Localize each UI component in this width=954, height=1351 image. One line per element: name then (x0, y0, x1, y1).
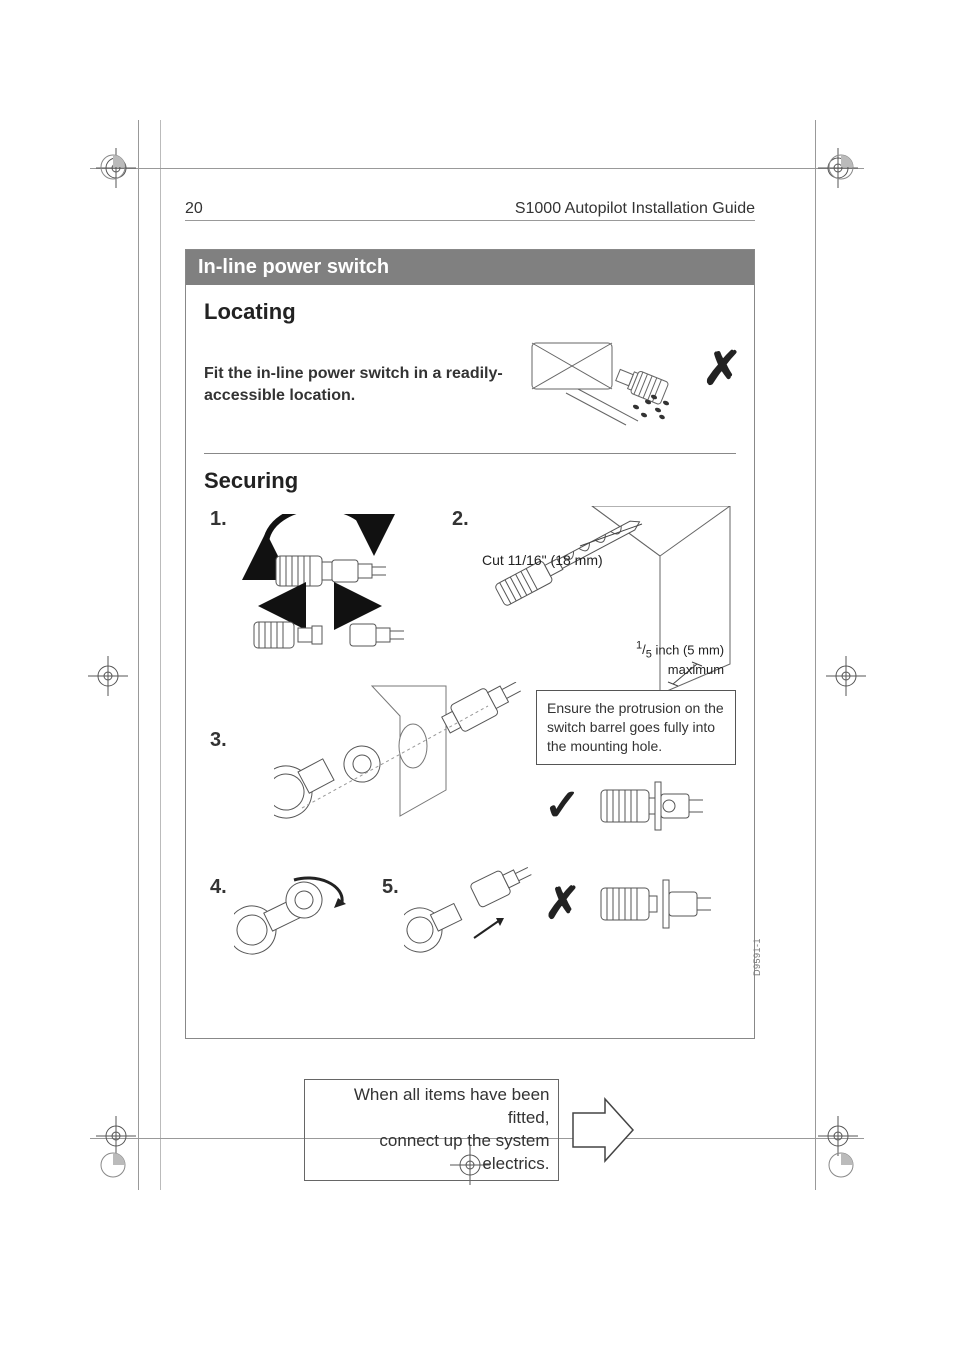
color-swatch-icon (828, 1152, 854, 1178)
crop-vline-left-2 (160, 120, 161, 1190)
step3-illustration (274, 682, 534, 852)
section-title-bar: In-line power switch (186, 250, 754, 285)
check-mark-icon: ✓ (544, 784, 581, 828)
crop-hline-top (90, 168, 864, 169)
registration-mark-icon (88, 656, 128, 696)
step4-illustration (234, 874, 354, 964)
registration-mark-icon (96, 1116, 136, 1156)
securing-steps: 1. 2. 3. 4. 5. (204, 504, 736, 1024)
step-number-1: 1. (210, 508, 227, 531)
step-number-5: 5. (382, 876, 399, 899)
figure-id: D9591-1 (752, 938, 762, 976)
next-arrow-icon (567, 1095, 637, 1165)
content-frame: In-line power switch Locating Fit the in… (185, 249, 755, 1039)
switch-correct-icon (593, 776, 713, 836)
document-title: S1000 Autopilot Installation Guide (515, 200, 755, 218)
color-swatch-icon (828, 154, 854, 180)
step-number-2: 2. (452, 508, 469, 531)
color-swatch-icon (100, 154, 126, 180)
locating-lead: Fit the in-line power switch in a readil… (204, 363, 504, 406)
callout-cut-size: Cut 11/16" (18 mm) (482, 552, 603, 568)
step-number-3: 3. (210, 729, 227, 752)
running-header: 20 S1000 Autopilot Installation Guide (185, 200, 755, 221)
footer-text: When all items have been fitted, connect… (304, 1079, 559, 1181)
step5-illustration (404, 864, 534, 964)
crop-vline-left (138, 120, 139, 1190)
color-swatch-icon (100, 1152, 126, 1178)
registration-mark-icon (818, 1116, 858, 1156)
locating-illustration: ✗ (526, 335, 736, 435)
switch-incorrect-icon (593, 874, 713, 934)
page-number: 20 (185, 200, 203, 218)
footer-note: When all items have been fitted, connect… (185, 1079, 755, 1181)
callout-panel-depth: 1/5 inch (5 mm) maximum (636, 640, 724, 678)
cross-mark-icon: ✗ (702, 341, 742, 395)
incorrect-fit-row: ✗ (544, 874, 744, 934)
correct-fit-row: ✓ (544, 776, 744, 836)
crop-vline-right (815, 120, 816, 1190)
cross-mark-icon: ✗ (544, 882, 581, 926)
registration-mark-icon (826, 656, 866, 696)
locating-heading: Locating (204, 299, 736, 325)
ensure-note: Ensure the protrusion on the switch barr… (536, 690, 736, 765)
step1-illustration (226, 514, 426, 674)
step-number-4: 4. (210, 876, 227, 899)
securing-heading: Securing (204, 468, 736, 494)
